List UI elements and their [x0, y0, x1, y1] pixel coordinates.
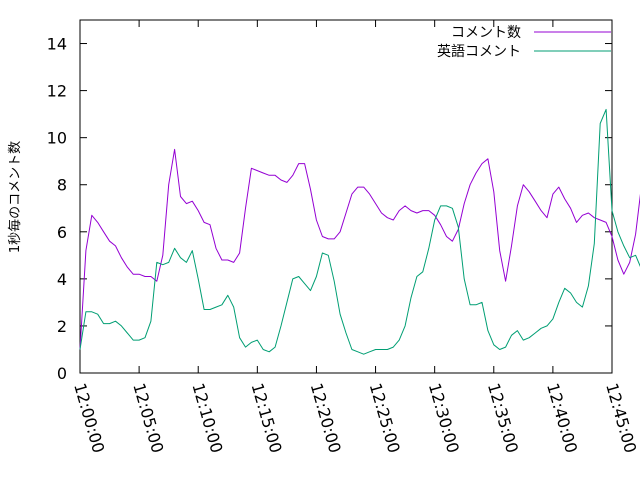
series-line-1: [79, 148, 640, 350]
y-tick-label: 12: [47, 82, 67, 101]
y-tick-label: 6: [57, 223, 67, 242]
y-tick-label: 10: [47, 129, 67, 148]
x-tick-label: 12:05:00: [129, 381, 167, 455]
legend-label-2: 英語コメント: [437, 43, 521, 60]
plot-border: [79, 19, 613, 374]
y-axis-label: 1秒毎のコメント数: [7, 141, 23, 253]
y-tick-label: 0: [57, 364, 67, 383]
series-line-2: [79, 108, 640, 355]
x-tick-label: 12:15:00: [247, 381, 285, 455]
x-tick-label: 12:40:00: [543, 381, 581, 455]
x-tick-label: 12:10:00: [188, 381, 226, 455]
y-tick-label: 8: [57, 176, 67, 195]
x-tick-label: 12:25:00: [366, 381, 404, 455]
x-tick-label: 12:00:00: [70, 381, 108, 455]
y-tick-label: 4: [57, 270, 67, 289]
x-tick-label: 12:20:00: [307, 381, 345, 455]
y-tick-label: 14: [47, 35, 67, 54]
x-tick-label: 12:30:00: [425, 381, 463, 455]
y-tick-label: 2: [57, 317, 67, 336]
x-tick-label: 12:35:00: [484, 381, 522, 455]
x-tick-label: 12:45:00: [602, 381, 640, 455]
legend-label-1: コメント数: [451, 25, 521, 41]
